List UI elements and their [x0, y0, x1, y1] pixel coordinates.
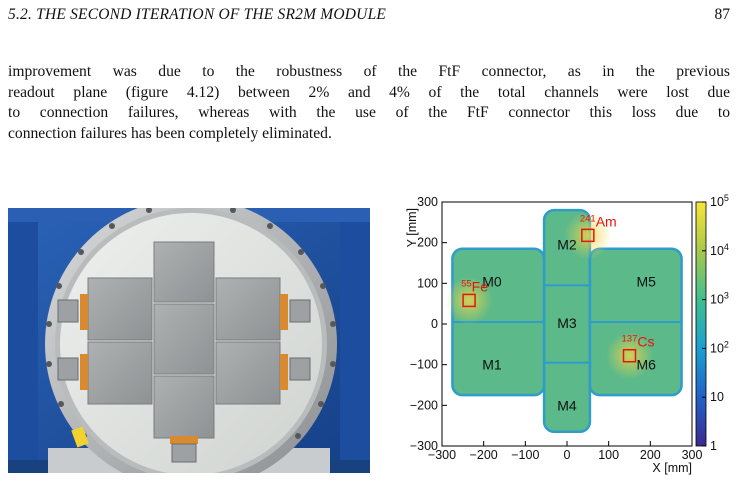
colorbar-tick-exponent: 2 — [724, 339, 729, 349]
x-tick-label: 300 — [682, 448, 703, 462]
colorbar-tick-base: 10 — [710, 293, 724, 307]
y-tick-label: 300 — [417, 195, 438, 209]
source-mass-number: 55 — [461, 278, 472, 289]
running-header: 5.2. THE SECOND ITERATION OF THE SR2M MO… — [8, 6, 730, 26]
colorbar-tick-base: 10 — [710, 390, 724, 404]
y-tick-label: −200 — [410, 398, 438, 412]
source-element: Am — [596, 213, 617, 229]
colorbar-tick-base: 10 — [710, 244, 724, 258]
colorbar — [695, 201, 707, 447]
paragraph-line: improvement was due to the robustness of… — [8, 63, 730, 80]
source-mass-number: 241 — [580, 213, 596, 224]
source-box — [462, 293, 476, 308]
source-label: 55Fe — [461, 278, 488, 294]
source-hotspot — [563, 211, 612, 260]
x-tick-label: −300 — [428, 448, 456, 462]
y-tick-label: 200 — [417, 236, 438, 250]
detector-photo — [8, 208, 370, 473]
colorbar-tick-label: 1 — [710, 439, 717, 453]
colorbar-tick-label: 104 — [710, 242, 729, 258]
page-number: 87 — [714, 6, 731, 23]
module-label: M2 — [557, 237, 577, 253]
colorbar-tick-base: 10 — [710, 341, 724, 355]
module-label: M6 — [636, 357, 656, 373]
module-label: M0 — [482, 273, 502, 289]
colorbar-tick-exponent: 4 — [724, 242, 729, 252]
paragraph-line: connection failures has been completely … — [8, 124, 332, 142]
plot-area — [441, 201, 693, 447]
colorbar-tick-label: 105 — [710, 193, 729, 209]
source-box — [622, 348, 637, 363]
x-tick-label: −200 — [470, 448, 498, 462]
colorbar-tick-base: 1 — [710, 439, 717, 453]
section-title: 5.2. THE SECOND ITERATION OF THE SR2M MO… — [8, 6, 387, 23]
x-tick-label: 200 — [640, 448, 661, 462]
source-element: Fe — [472, 278, 489, 294]
y-tick-label: −300 — [410, 439, 438, 453]
hitmap-svg: −300 −200 −100 0 100 200 300 −300 −200 −100 0 100 20… — [405, 193, 729, 475]
source-hotspot — [605, 331, 654, 380]
module-label: M5 — [636, 273, 656, 289]
x-tick-label: −100 — [511, 448, 539, 462]
module-label: M3 — [557, 315, 577, 331]
source-label: 241Am — [580, 213, 617, 229]
paragraph-line: readout plane (figure 4.12) between 2% a… — [8, 83, 730, 101]
source-box — [581, 228, 595, 243]
paragraph-line: to connection failures, whereas with the… — [8, 104, 730, 121]
y-axis-label: Y [mm] — [405, 208, 419, 247]
x-tick-label: 0 — [564, 448, 571, 462]
source-hotspot — [445, 276, 494, 325]
x-axis-label: X [mm] — [652, 461, 692, 475]
body-paragraph: improvement was due to the robustness of… — [8, 62, 730, 144]
chart-marks: −300 −200 −100 0 100 200 300 −300 −200 −100 0 100 20… — [405, 193, 729, 475]
colorbar-tick-exponent: 5 — [724, 193, 729, 203]
module-label: M4 — [557, 397, 577, 413]
colorbar-tick-exponent: 3 — [724, 291, 729, 301]
colorbar-tick-label: 103 — [710, 291, 729, 307]
source-label: 137Cs — [622, 334, 655, 350]
colorbar-tick-label: 10 — [710, 390, 724, 404]
source-mass-number: 137 — [622, 334, 638, 345]
x-tick-label: 100 — [598, 448, 619, 462]
module-label: M1 — [482, 357, 502, 373]
y-tick-label: 100 — [417, 276, 438, 290]
y-tick-label: −100 — [410, 358, 438, 372]
colorbar-tick-label: 102 — [710, 339, 729, 355]
source-element: Cs — [637, 334, 654, 350]
hitmap-chart: −300 −200 −100 0 100 200 300 −300 −200 −100 0 100 20… — [404, 193, 738, 479]
y-tick-label: 0 — [431, 317, 438, 331]
detector-photo-drawing — [8, 208, 370, 473]
colorbar-tick-base: 10 — [710, 195, 724, 209]
